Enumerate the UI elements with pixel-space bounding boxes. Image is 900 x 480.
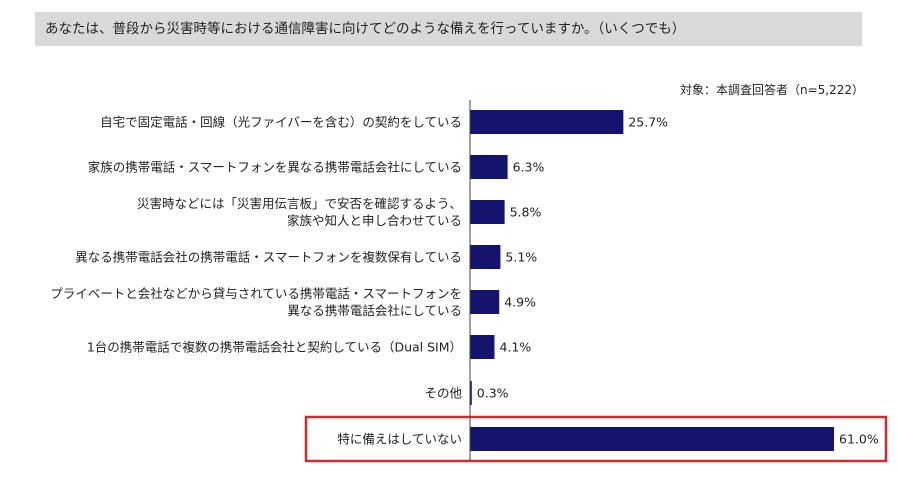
question-banner: あなたは、普段から災害時等における通信障害に向けてどのような備えを行っていますか… [35,12,862,46]
category-label: 自宅で固定電話・回線（光ファイバーを含む）の契約をしている [100,115,462,130]
value-label: 25.7% [628,115,668,130]
bar [470,245,501,269]
category-label: プライベートと会社などから貸与されている携帯電話・スマートフォンを異なる携帯電話… [50,286,462,318]
bar [470,200,505,224]
bar [470,290,500,314]
value-label: 4.9% [504,295,536,310]
category-label: 災害時などには「災害用伝言板」で安否を確認するよう、家族や知人と申し合わせている [137,196,462,228]
category-label: 家族の携帯電話・スマートフォンを異なる携帯電話会社にしている [88,160,462,175]
category-label: その他 [424,386,462,401]
value-label: 5.8% [510,205,542,220]
bar [470,155,508,179]
bar [470,427,834,451]
category-label: 1台の携帯電話で複数の携帯電話会社と契約している（Dual SIM） [87,340,462,355]
value-label: 4.1% [499,340,531,355]
value-label: 5.1% [505,250,537,265]
value-label: 6.3% [513,160,545,175]
bar [470,381,472,405]
bars-layer: 25.7% 自宅で固定電話・回線（光ファイバーを含む）の契約をしている 6.3% 家族… [50,100,888,463]
respondent-note: 対象：本調査回答者（n=5,222） [679,83,864,97]
value-label: 61.0% [839,432,879,447]
category-label: 特に備えはしていない [337,432,462,447]
highlight-frame [304,415,888,463]
bar [470,110,624,134]
category-label: 異なる携帯電話会社の携帯電話・スマートフォンを複数保有している [75,250,462,265]
value-label: 0.3% [477,386,509,401]
bar [470,335,495,359]
